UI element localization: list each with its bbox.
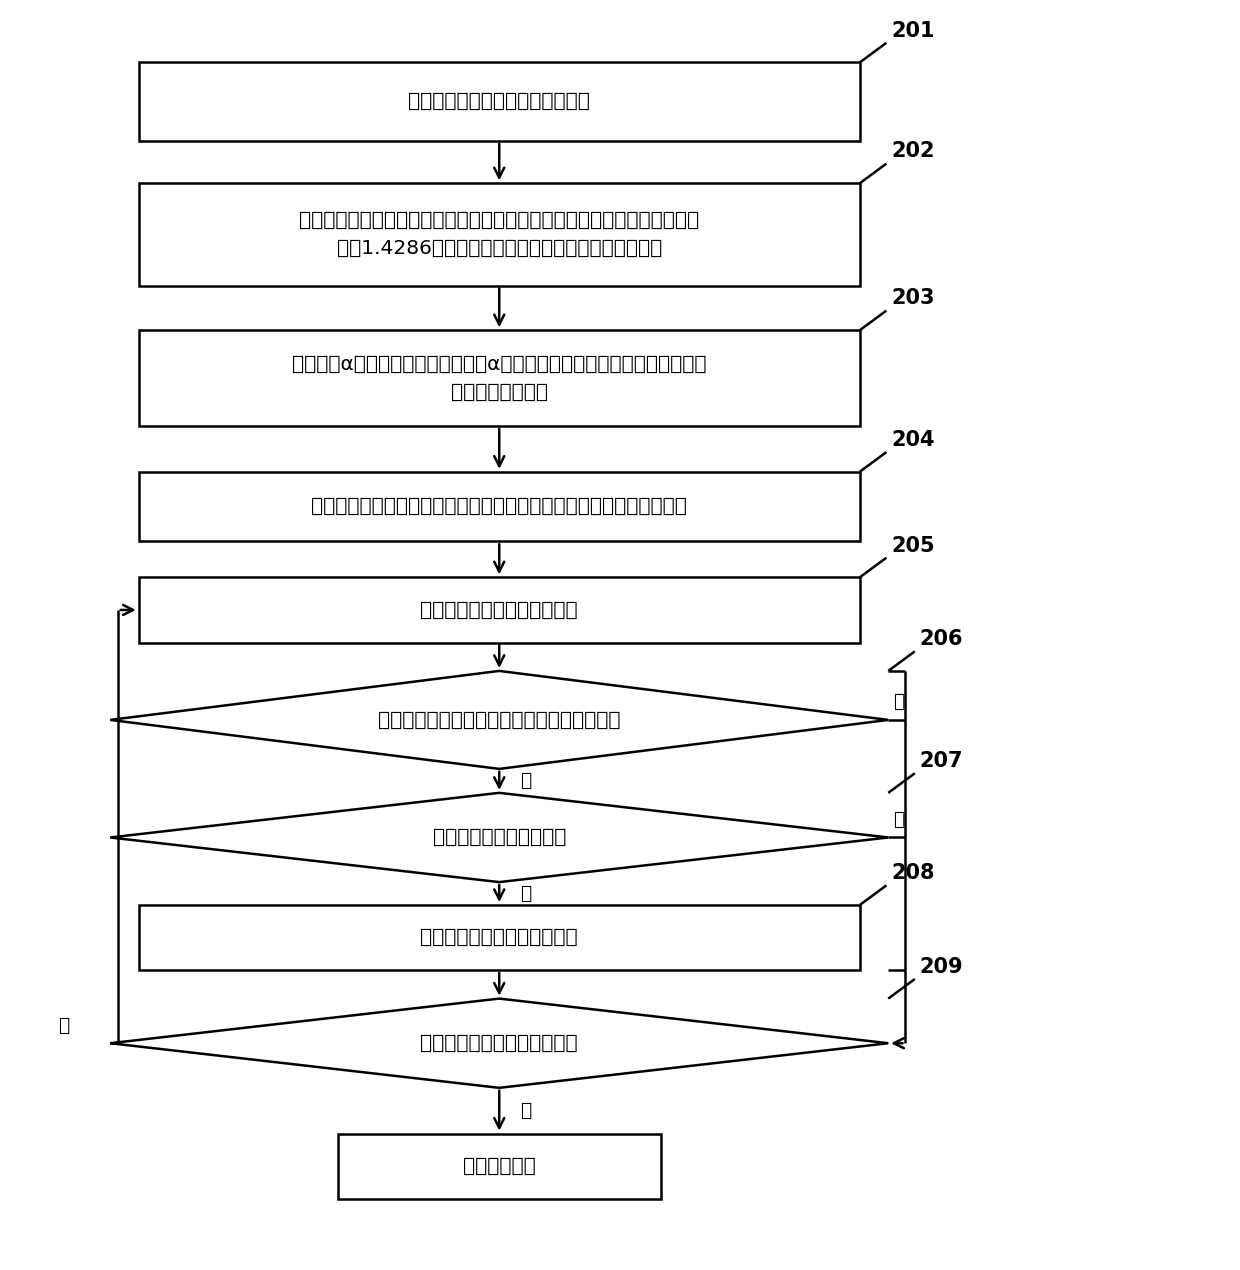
- Polygon shape: [110, 671, 888, 768]
- Bar: [139, 62, 859, 141]
- Bar: [139, 330, 859, 425]
- Text: 计算各个电流值的均值及标准差，将标准差与均值的比值确定为离散率: 计算各个电流值的均值及标准差，将标准差与均值的比值确定为离散率: [311, 497, 687, 516]
- Text: 否: 否: [520, 771, 532, 790]
- Text: 离散率是否超过预设阈值: 离散率是否超过预设阈值: [433, 828, 565, 847]
- Text: 计算各个电流值的中值、各个电流值与中值的差值，将该差值的绝对值的中
值与1.4286的乘积得到的值确定为中值绝对偏差估计量: 计算各个电流值的中值、各个电流值与中值的差值，将该差值的绝对值的中 值与1.42…: [299, 211, 699, 258]
- Text: 201: 201: [892, 20, 935, 41]
- Text: 是: 是: [58, 1016, 69, 1035]
- Text: 206: 206: [920, 629, 963, 649]
- Polygon shape: [110, 998, 888, 1088]
- Text: 203: 203: [892, 288, 935, 309]
- Text: 是: 是: [893, 692, 904, 711]
- Text: 否: 否: [520, 1101, 532, 1120]
- Text: 208: 208: [892, 864, 935, 883]
- Text: 确定常数α的数值，根据中值及常数α与中值绝对偏差估计量的乘积确定下限
电流以及上限电流: 确定常数α的数值，根据中值及常数α与中值绝对偏差估计量的乘积确定下限 电流以及上…: [291, 354, 707, 401]
- Text: 否: 否: [893, 810, 904, 829]
- Text: 205: 205: [892, 536, 935, 555]
- Text: 207: 207: [920, 751, 963, 771]
- Text: 将选择的电流值确定为异常值: 将选择的电流值确定为异常值: [420, 928, 578, 947]
- Text: 202: 202: [892, 141, 935, 161]
- Bar: [139, 471, 859, 541]
- Text: 204: 204: [892, 431, 935, 450]
- Bar: [139, 578, 859, 643]
- Text: 是: 是: [520, 884, 532, 903]
- Text: 209: 209: [920, 956, 963, 977]
- Text: 结束当前流程: 结束当前流程: [463, 1157, 536, 1176]
- Bar: [139, 183, 859, 286]
- Bar: [139, 906, 859, 970]
- Polygon shape: [110, 792, 888, 883]
- Text: 采集光伏阵列的各个组串的电流值: 采集光伏阵列的各个组串的电流值: [408, 93, 590, 110]
- Text: 是否存在未被选择过的电流值: 是否存在未被选择过的电流值: [420, 1034, 578, 1053]
- Text: 选择一个未被选择过的电流值: 选择一个未被选择过的电流值: [420, 601, 578, 620]
- Bar: [339, 1134, 661, 1199]
- Text: 选择的电流值是否在下限电流与上限电流之间: 选择的电流值是否在下限电流与上限电流之间: [378, 710, 620, 729]
